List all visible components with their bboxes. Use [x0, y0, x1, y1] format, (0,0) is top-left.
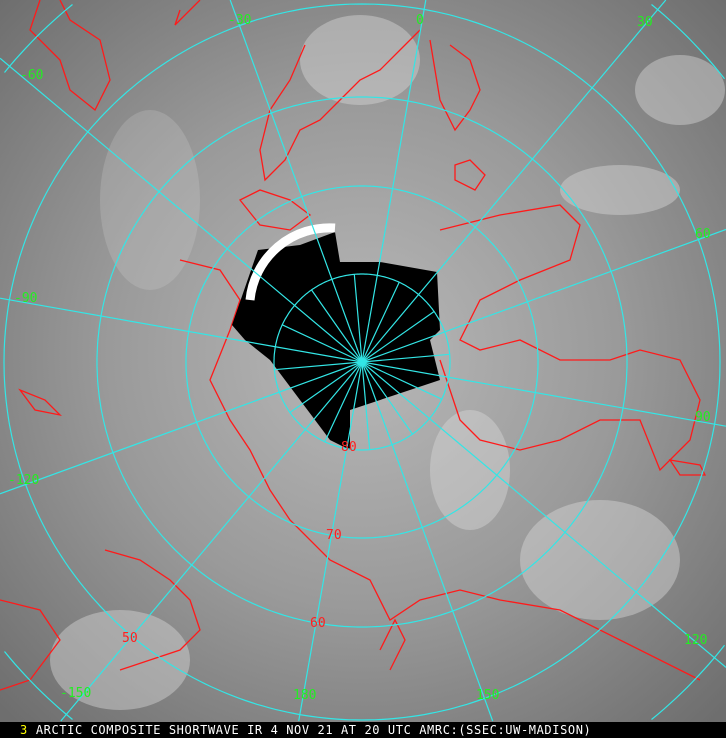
graticule	[0, 0, 726, 722]
lon-label-90: 90	[695, 410, 711, 425]
meridian--75	[281, 324, 363, 363]
lon-label-minus90: -90	[14, 291, 38, 306]
meridian-0	[361, 0, 427, 363]
meridian--180	[298, 361, 363, 722]
meridian-105	[361, 361, 443, 400]
latitude-circle-40	[651, 644, 725, 720]
latitude-circle-50	[3, 3, 721, 721]
meridian-120	[361, 361, 726, 668]
lon-label-0: 0	[416, 13, 424, 28]
latitude-circle-40	[651, 4, 725, 80]
meridian--45	[311, 289, 363, 363]
lon-label-60: 60	[695, 227, 711, 242]
latitude-circle-70	[185, 185, 539, 539]
meridian-165	[361, 361, 371, 450]
meridian-150	[361, 361, 494, 722]
lon-label-minus150: -150	[60, 686, 92, 701]
meridian--30	[229, 0, 363, 363]
lon-label-30: 30	[637, 15, 653, 30]
meridian--150	[60, 361, 363, 722]
meridian-30	[361, 0, 667, 363]
meridian--15	[353, 274, 363, 363]
meridian--105	[274, 361, 363, 371]
lon-label-180: 180	[293, 688, 317, 703]
meridian--90	[0, 297, 363, 363]
lon-label-minus60: -60	[20, 68, 44, 83]
meridian-15	[361, 281, 400, 363]
lat-label-50: 50	[122, 631, 138, 646]
coastlines	[0, 0, 707, 691]
latitude-circle-40	[4, 4, 73, 73]
lon-label-150: 150	[476, 688, 500, 703]
lat-label-70: 70	[326, 528, 342, 543]
meridian--135	[289, 361, 363, 413]
no-data-region	[232, 232, 440, 450]
lat-label-60: 60	[310, 616, 326, 631]
cloud-swirls	[50, 15, 725, 710]
meridian-60	[361, 228, 726, 363]
caption-bar: 3 ARCTIC COMPOSITE SHORTWAVE IR 4 NOV 21 …	[0, 722, 726, 738]
meridian-135	[361, 361, 413, 435]
map-canvas	[0, 0, 726, 722]
latitude-circle-60	[96, 96, 628, 628]
meridian-75	[361, 353, 450, 363]
caption-text: ARCTIC COMPOSITE SHORTWAVE IR 4 NOV 21 A…	[35, 723, 592, 737]
meridian-45	[361, 311, 435, 363]
lon-label-minus120: -120	[8, 473, 40, 488]
data-edge-arc	[245, 223, 336, 301]
latitude-circle-40	[4, 651, 73, 720]
meridian--120	[0, 361, 363, 495]
meridian-90	[361, 361, 726, 427]
meridian--60	[0, 57, 363, 363]
latitude-circle-80	[273, 273, 451, 451]
meridian--165	[324, 361, 363, 443]
lon-label-minus30: -30	[228, 13, 252, 28]
lon-label-120: 120	[684, 633, 708, 648]
caption-number: 3	[20, 723, 28, 737]
lat-label-80: 80	[341, 440, 357, 455]
